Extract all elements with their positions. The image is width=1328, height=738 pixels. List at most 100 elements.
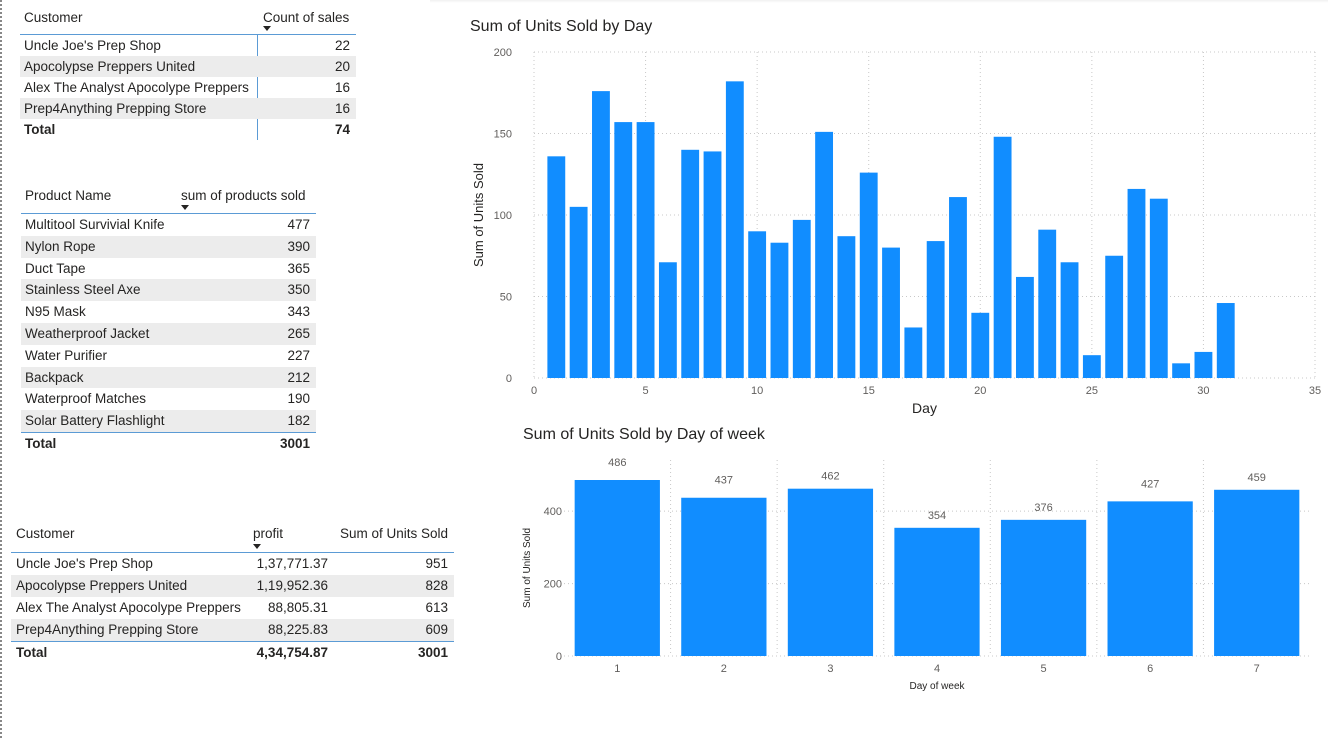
products-sold-cell: 212 (287, 369, 310, 385)
table-row[interactable]: Weatherproof Jacket 265 (21, 322, 316, 345)
canvas-top-border (430, 0, 1328, 3)
customer-name-cell: Alex The Analyst Apocolype Preppers (24, 80, 249, 95)
bar-day-20 (971, 312, 990, 378)
table-row[interactable]: Duct Tape 365 (21, 258, 316, 280)
total-value: 3001 (279, 435, 310, 451)
bar-day-19 (949, 197, 967, 378)
units-sold-cell: 828 (425, 578, 448, 593)
y-axis-title: Sum of Units Sold (522, 528, 533, 608)
x-axis-title: Day (912, 400, 937, 416)
sales-count-table[interactable]: Customer Count of sales Uncle Joe's Prep… (20, 6, 356, 140)
data-label: 427 (1141, 478, 1159, 490)
bar-day-31 (1216, 303, 1235, 378)
table-row[interactable]: Alex The Analyst Apocolype Preppers 16 (20, 77, 356, 98)
x-tick-label: 3 (827, 663, 833, 675)
bar-day-of-week-4 (894, 527, 980, 656)
customer-name-cell: Apocolypse Preppers United (16, 578, 188, 593)
x-tick-label: 1 (614, 663, 620, 675)
column-header-count-of-sales[interactable]: Count of sales (263, 10, 350, 25)
table-row[interactable]: Uncle Joe's Prep Shop 22 (20, 35, 356, 56)
products-sold-cell: 390 (287, 238, 310, 254)
customer-name-cell: Prep4Anything Prepping Store (24, 101, 207, 116)
table-row[interactable]: Multitool Survivial Knife 477 (21, 214, 316, 236)
table-header: Customer profit Sum of Units Sold (11, 523, 454, 552)
column-header-customer[interactable]: Customer (24, 10, 83, 25)
x-tick-label: 2 (721, 663, 727, 675)
data-label: 462 (821, 471, 839, 483)
profit-cell: 88,805.31 (267, 600, 328, 615)
bar-day-of-week-1 (574, 480, 660, 656)
sort-down-icon[interactable] (181, 205, 189, 210)
customer-name-cell: Uncle Joe's Prep Shop (16, 556, 153, 571)
y-tick-label: 400 (544, 506, 562, 518)
table-header: Customer Count of sales (20, 6, 356, 34)
x-tick-label: 5 (643, 385, 649, 397)
products-sold-cell: 350 (287, 282, 310, 298)
total-row[interactable]: Total 74 (20, 119, 356, 140)
column-header-sum-of-products-sold[interactable]: sum of products sold (181, 188, 306, 203)
column-header-product-name[interactable]: Product Name (25, 188, 112, 203)
table-row[interactable]: Water Purifier 227 (21, 345, 316, 367)
chart-title-day: Sum of Units Sold by Day (470, 18, 653, 35)
total-profit: 4,34,754.87 (256, 645, 328, 660)
bar-day-7 (681, 149, 700, 378)
table-row[interactable]: Prep4Anything Prepping Store 88,225.83 609 (11, 619, 454, 641)
table-row[interactable]: Backpack 212 (21, 366, 316, 389)
column-header-profit[interactable]: profit (253, 526, 284, 541)
total-row[interactable]: Total 3001 (21, 433, 316, 454)
profit-cell: 1,19,952.36 (256, 578, 328, 593)
products-sold-cell: 227 (287, 347, 310, 363)
count-of-sales-cell: 16 (334, 80, 350, 95)
products-sold-cell: 477 (287, 217, 310, 232)
bar-day-15 (859, 172, 878, 378)
profit-cell: 1,37,771.37 (256, 556, 328, 571)
bar-day-2 (569, 206, 588, 378)
bar-day-22 (1015, 276, 1034, 378)
bar-day-3 (592, 91, 610, 378)
product-name-cell: Stainless Steel Axe (25, 282, 141, 298)
product-table[interactable]: Product Name sum of products sold Multit… (21, 186, 316, 456)
table-row[interactable]: Nylon Rope 390 (21, 235, 316, 258)
units-by-day-chart[interactable]: 0 50 100 150 200 0 5 10 15 20 25 30 35 Day Sum of Unit… (466, 40, 1328, 420)
bar-day-23 (1038, 229, 1057, 378)
customer-name-cell: Uncle Joe's Prep Shop (24, 38, 161, 53)
table-row[interactable]: Solar Battery Flashlight 182 (21, 410, 316, 432)
chart-title-day-of-week: Sum of Units Sold by Day of week (523, 426, 765, 443)
x-tick-label: 25 (1086, 385, 1098, 397)
total-row[interactable]: Total 4,34,754.87 3001 (11, 642, 454, 663)
bar-day-13 (815, 131, 834, 378)
header-divider (21, 213, 316, 214)
units-by-day-of-week-chart[interactable]: 0 200 400 1 486 2 437 3 462 4 354 5 376 6 427 7 459 Day o… (516, 452, 1328, 702)
table-row[interactable]: Apocolypse Preppers United 1,19,952.36 828 (11, 575, 454, 597)
product-name-cell: Weatherproof Jacket (25, 325, 150, 341)
table-row[interactable]: Stainless Steel Axe 350 (21, 279, 316, 302)
x-axis-title: Day of week (909, 681, 965, 692)
table-row[interactable]: Alex The Analyst Apocolype Preppers 88,80… (11, 597, 454, 619)
bar-day-24 (1060, 262, 1079, 378)
y-tick-label: 100 (494, 210, 512, 222)
product-name-cell: Backpack (25, 369, 84, 385)
y-tick-label: 0 (506, 373, 512, 385)
column-header-sum-of-units-sold[interactable]: Sum of Units Sold (339, 526, 448, 541)
column-header-customer[interactable]: Customer (16, 526, 75, 541)
x-tick-label: 35 (1309, 385, 1321, 397)
product-name-cell: Water Purifier (25, 347, 108, 363)
sort-down-icon[interactable] (263, 26, 271, 31)
product-name-cell: N95 Mask (25, 304, 86, 320)
x-tick-label: 10 (751, 385, 763, 397)
y-axis-title: Sum of Units Sold (471, 163, 486, 267)
table-row[interactable]: Uncle Joe's Prep Shop 1,37,771.37 951 (11, 553, 454, 575)
x-tick-label: 7 (1254, 663, 1260, 675)
profit-table[interactable]: Customer profit Sum of Units Sold Uncle … (11, 523, 454, 663)
data-label: 376 (1034, 502, 1052, 514)
products-sold-cell: 190 (287, 391, 310, 407)
table-row[interactable]: Prep4Anything Prepping Store 16 (20, 98, 356, 119)
bar-day-6 (658, 262, 677, 378)
x-tick-label: 0 (531, 385, 537, 397)
customer-name-cell: Alex The Analyst Apocolype Preppers (16, 600, 241, 615)
units-sold-cell: 613 (425, 600, 448, 615)
table-row[interactable]: Apocolypse Preppers United 20 (20, 56, 356, 77)
table-row[interactable]: N95 Mask 343 (21, 301, 316, 323)
sort-down-icon[interactable] (253, 544, 261, 549)
table-row[interactable]: Waterproof Matches 190 (21, 388, 316, 410)
